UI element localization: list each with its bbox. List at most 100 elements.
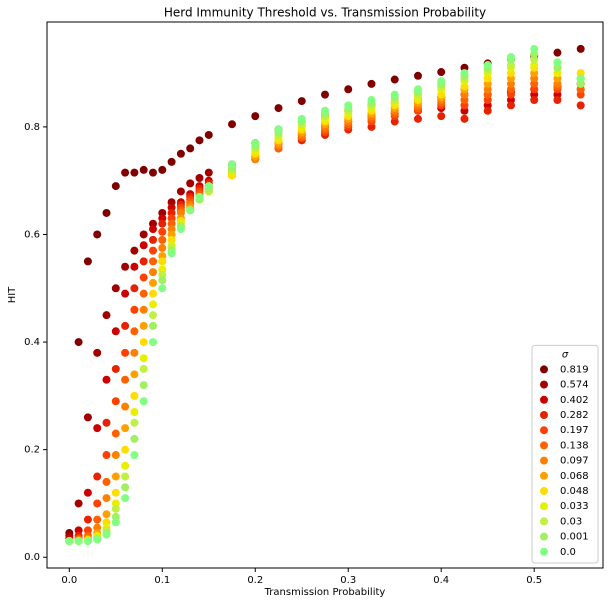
point — [148, 257, 157, 266]
legend-marker — [540, 487, 548, 495]
point — [437, 68, 446, 77]
point — [102, 451, 111, 460]
point — [121, 494, 130, 503]
point — [121, 402, 130, 411]
point — [139, 364, 148, 373]
point — [111, 504, 120, 513]
point — [130, 434, 139, 443]
point — [121, 321, 130, 330]
point — [102, 477, 111, 486]
point — [228, 120, 237, 129]
point — [93, 472, 102, 481]
point — [83, 413, 92, 422]
point — [139, 321, 148, 330]
point — [102, 311, 111, 320]
point — [111, 397, 120, 406]
x-tick-label: 0.3 — [340, 575, 356, 586]
point — [553, 58, 562, 67]
chart-title: Herd Immunity Threshold vs. Transmission… — [164, 6, 486, 20]
x-axis-label: Transmission Probability — [264, 587, 386, 598]
point — [121, 461, 130, 470]
legend-marker — [540, 365, 548, 374]
y-tick-label: 0.2 — [24, 445, 40, 456]
point — [148, 278, 157, 287]
point — [139, 165, 148, 174]
point — [121, 472, 130, 481]
point — [176, 149, 185, 158]
point — [83, 537, 92, 546]
point — [176, 187, 185, 196]
point — [553, 48, 562, 57]
point — [483, 61, 492, 70]
y-axis-label: HIT — [7, 286, 18, 303]
point — [139, 230, 148, 239]
point — [139, 289, 148, 298]
legend-label: 0.819 — [560, 364, 589, 375]
point — [148, 168, 157, 177]
point — [204, 168, 213, 177]
point — [121, 445, 130, 454]
point — [148, 246, 157, 255]
point — [148, 338, 157, 347]
point — [93, 424, 102, 433]
point — [130, 370, 139, 379]
point — [158, 257, 167, 266]
point — [297, 114, 306, 123]
legend-marker — [540, 517, 548, 526]
point — [74, 499, 83, 508]
legend-label: 0.574 — [560, 380, 589, 391]
legend-label: 0.197 — [560, 425, 589, 436]
x-tick-label: 0.1 — [154, 575, 170, 586]
point — [130, 305, 139, 314]
point — [102, 375, 111, 384]
point — [102, 494, 111, 503]
point — [148, 225, 157, 234]
point — [274, 104, 283, 113]
x-tick-label: 0.5 — [526, 575, 542, 586]
point — [93, 515, 102, 524]
point — [83, 488, 92, 497]
point — [186, 179, 195, 188]
point — [158, 227, 167, 236]
legend-marker — [540, 441, 548, 450]
point — [130, 246, 139, 255]
point — [139, 381, 148, 390]
point — [139, 338, 148, 347]
legend-label: 0.068 — [560, 471, 589, 482]
point — [158, 284, 167, 293]
legend-label: 0.033 — [560, 501, 589, 512]
point — [344, 85, 353, 94]
point — [186, 144, 195, 153]
point — [437, 112, 446, 121]
legend-marker — [540, 532, 548, 541]
point — [148, 321, 157, 330]
point — [506, 101, 515, 110]
point — [576, 74, 585, 83]
legend-label: 0.048 — [560, 486, 589, 497]
point — [93, 499, 102, 508]
point — [83, 515, 92, 524]
point — [130, 391, 139, 400]
point — [121, 168, 130, 177]
legend-title: σ — [562, 349, 569, 360]
legend-marker — [540, 502, 548, 511]
point — [130, 451, 139, 460]
point — [130, 262, 139, 271]
point — [413, 85, 422, 94]
point — [111, 472, 120, 481]
point — [158, 235, 167, 244]
point — [121, 289, 130, 298]
point — [460, 69, 469, 78]
x-tick-label: 0.0 — [61, 575, 77, 586]
point — [111, 451, 120, 460]
legend-marker — [540, 456, 548, 465]
point — [390, 75, 399, 84]
point — [102, 208, 111, 217]
point — [130, 284, 139, 293]
point — [139, 241, 148, 250]
point — [139, 397, 148, 406]
point — [204, 182, 213, 191]
point — [111, 429, 120, 438]
point — [102, 530, 111, 539]
